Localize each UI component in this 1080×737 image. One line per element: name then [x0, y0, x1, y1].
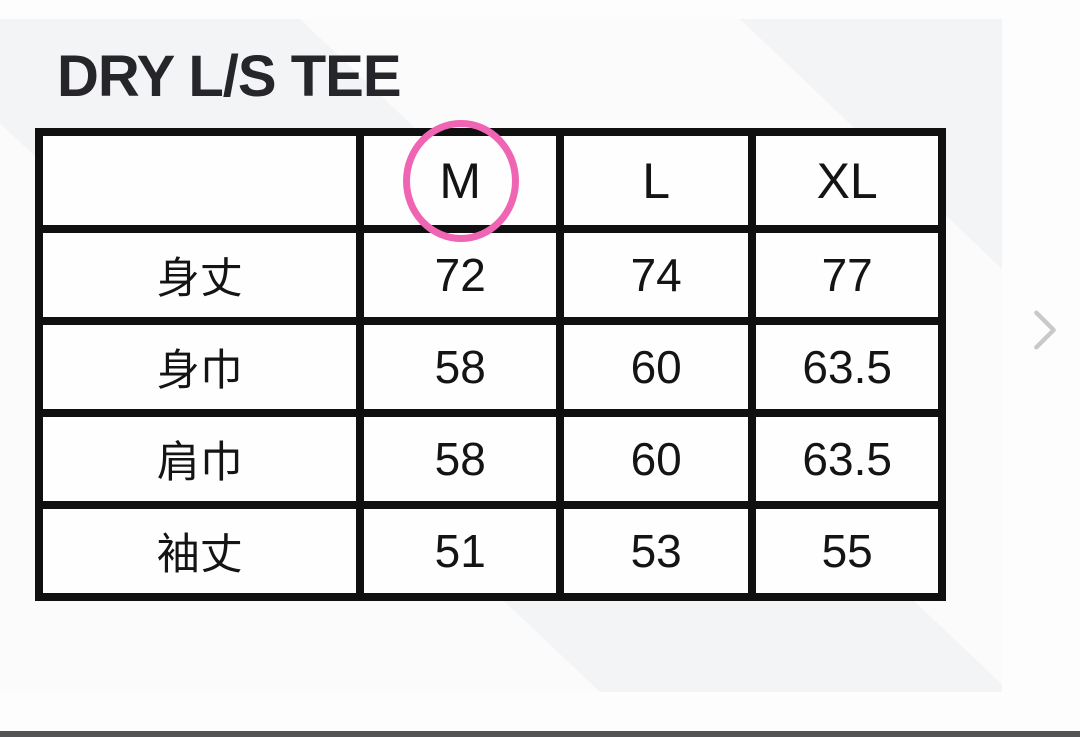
- carousel-next-button[interactable]: [1026, 302, 1064, 358]
- table-row-shoulder-width: 肩巾 58 60 63.5: [34, 409, 946, 509]
- cell-sleeve-length-m: 51: [356, 501, 565, 601]
- row-label-body-length: 身丈: [34, 225, 365, 325]
- cell-body-length-l: 74: [556, 225, 757, 325]
- table-row-body-width: 身巾 58 60 63.5: [34, 317, 946, 417]
- column-header-xl: XL: [748, 128, 946, 233]
- table-row-body-length: 身丈 72 74 77: [34, 225, 946, 325]
- cell-shoulder-width-m: 58: [356, 409, 565, 509]
- column-header-l: L: [556, 128, 757, 233]
- corner-cell: [34, 128, 365, 233]
- product-title: DRY L/S TEE: [57, 44, 402, 109]
- cell-shoulder-width-xl: 63.5: [748, 409, 946, 509]
- product-photo: DRY L/S TEE M L XL 身丈 72 74 77 身巾 58 60: [0, 19, 1002, 692]
- row-label-body-width: 身巾: [34, 317, 365, 417]
- chevron-right-icon: [1034, 310, 1056, 350]
- row-label-shoulder-width: 肩巾: [34, 409, 365, 509]
- row-label-sleeve-length: 袖丈: [34, 501, 365, 601]
- cell-sleeve-length-xl: 55: [748, 501, 946, 601]
- cell-sleeve-length-l: 53: [556, 501, 757, 601]
- bottom-separator-bar: [0, 731, 1080, 737]
- table-row-sleeve-length: 袖丈 51 53 55: [34, 501, 946, 601]
- cell-body-width-xl: 63.5: [748, 317, 946, 417]
- cell-body-length-m: 72: [356, 225, 565, 325]
- size-chart-table: M L XL 身丈 72 74 77 身巾 58 60 63.5 肩巾 58 6…: [34, 128, 946, 601]
- cell-body-width-m: 58: [356, 317, 565, 417]
- selected-size-highlight-circle: [403, 120, 519, 242]
- cell-shoulder-width-l: 60: [556, 409, 757, 509]
- cell-body-width-l: 60: [556, 317, 757, 417]
- cell-body-length-xl: 77: [748, 225, 946, 325]
